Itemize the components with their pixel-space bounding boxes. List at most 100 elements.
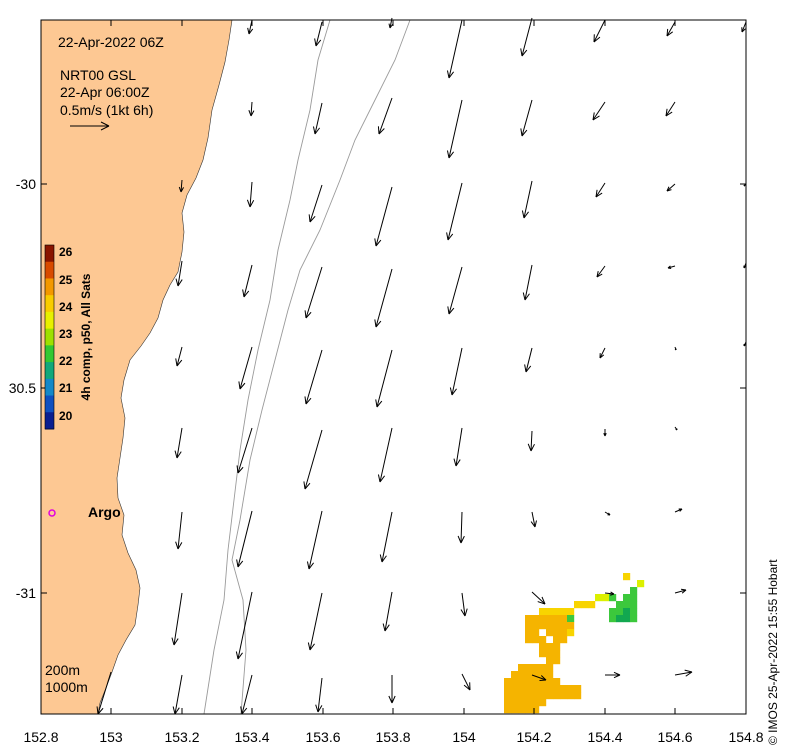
sst-pixel (623, 573, 631, 581)
y-axis-labels: -30 30.5 -31 (9, 176, 36, 601)
sst-pixel (581, 601, 589, 609)
x-tick-label: 154.8 (728, 729, 763, 745)
sst-pixel (588, 601, 596, 609)
current-vector (374, 186, 393, 247)
sst-pixel (630, 601, 638, 609)
sst-pixel (574, 601, 582, 609)
sst-pixel (518, 699, 526, 707)
isobath-label-1000m: 1000m (45, 679, 88, 695)
x-tick-label: 154.6 (657, 729, 692, 745)
sst-pixel (567, 629, 575, 637)
current-vector (236, 427, 253, 474)
x-tick-label: 153.2 (164, 729, 199, 745)
current-vector (522, 264, 533, 301)
current-vector (527, 430, 535, 452)
isobath-200m (203, 19, 331, 715)
current-vector (306, 510, 323, 570)
sst-pixel (630, 608, 638, 616)
sst-pixel (567, 622, 575, 630)
sst-pixel (518, 664, 526, 672)
sst-pixel (504, 685, 512, 693)
current-vector (447, 266, 463, 315)
land-mass (40, 19, 233, 715)
current-vector (460, 592, 468, 617)
sst-pixel (553, 636, 561, 644)
sst-pixel (602, 594, 610, 602)
sst-pixel (532, 615, 540, 623)
sst-pixel (525, 706, 533, 714)
current-vector (171, 592, 183, 646)
sst-pixel (546, 643, 554, 651)
sst-pixel (637, 580, 645, 588)
sst-pixel (553, 678, 561, 686)
current-vector (238, 346, 253, 390)
sst-pixel (546, 664, 554, 672)
isobath-1000m (231, 19, 411, 715)
sst-pixel (518, 671, 526, 679)
valid-time: 22-Apr 06:00Z (60, 84, 150, 100)
current-vector (524, 347, 533, 373)
current-vector (240, 674, 253, 715)
sst-pixel (567, 608, 575, 616)
sst-pixel (511, 699, 519, 707)
sst-pixel (546, 622, 554, 630)
sst-pixel (546, 608, 554, 616)
x-tick-label: 154.2 (516, 729, 551, 745)
sst-pixel (616, 601, 624, 609)
sst-pixel (574, 685, 582, 693)
colorbar-tick: 24 (59, 300, 73, 314)
y-tick-label: -31 (16, 585, 36, 601)
current-vector (304, 266, 323, 319)
current-vector (246, 181, 255, 208)
sst-pixel (539, 650, 547, 658)
vector-scale-label: 0.5m/s (1kt 6h) (60, 102, 153, 118)
current-vector (593, 19, 606, 43)
sst-pixel (574, 692, 582, 700)
sst-pixel (539, 664, 547, 672)
sst-pixel (616, 608, 624, 616)
current-vector (530, 511, 537, 528)
colorbar-tick: 26 (59, 245, 73, 259)
sst-pixel (539, 615, 547, 623)
argo-float-marker[interactable] (48, 509, 56, 517)
sst-pixel (560, 629, 568, 637)
sst-pixel (553, 685, 561, 693)
sst-pixel (553, 615, 561, 623)
sst-pixel (532, 629, 540, 637)
current-vector (674, 669, 693, 677)
current-vector (605, 671, 621, 679)
axis-ticks (40, 20, 747, 714)
current-vector (674, 508, 683, 513)
current-vector (175, 511, 183, 550)
x-tick-label: 153 (99, 729, 123, 745)
sst-pixel (518, 678, 526, 686)
current-vector (531, 674, 547, 682)
colorbar-tick: 22 (59, 354, 73, 368)
current-vector (741, 21, 747, 33)
sst-pixel (623, 615, 631, 623)
current-vector (446, 99, 463, 159)
sst-pixel (546, 615, 554, 623)
colorbar-swatch (45, 378, 54, 397)
sst-pixel (616, 615, 624, 623)
colorbar-label: 4h comp, p50, All Sats (79, 273, 93, 400)
sst-pixel (525, 636, 533, 644)
colorbar-tick: 21 (59, 381, 73, 395)
current-vector (96, 671, 112, 715)
sst-pixel (525, 664, 533, 672)
colorbar-tick: 25 (59, 273, 73, 287)
sst-pixel (609, 594, 617, 602)
current-vector (303, 429, 323, 490)
sst-pixel (539, 636, 547, 644)
current-vector (382, 591, 393, 632)
current-vector (175, 346, 183, 367)
current-vector (446, 182, 463, 241)
current-vector (236, 510, 253, 568)
sst-pixel (532, 622, 540, 630)
current-vector (667, 265, 676, 269)
current-vector (312, 102, 323, 135)
sst-pixel (539, 622, 547, 630)
argo-label: Argo (88, 504, 121, 520)
sst-pixel (504, 706, 512, 714)
colorbar-tick: 20 (59, 409, 73, 423)
